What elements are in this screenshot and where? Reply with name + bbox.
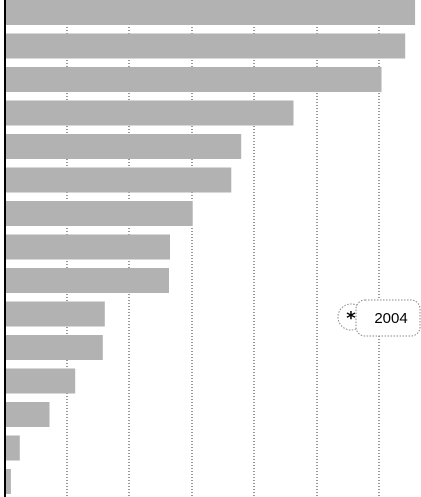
annotation-box	[355, 299, 421, 337]
bar-1	[5, 0, 416, 25]
bar-8	[5, 234, 170, 260]
bar-12	[5, 368, 76, 394]
bar-11	[5, 335, 103, 360]
asterisk-icon: *	[346, 308, 356, 329]
bar-5	[5, 134, 242, 159]
bar-4	[5, 100, 294, 126]
annotation-label: 2004	[374, 310, 407, 327]
bar-15	[5, 469, 11, 494]
bar-3	[5, 67, 382, 92]
bars	[5, 0, 416, 494]
bar-13	[5, 402, 50, 427]
grid-lines	[66, 0, 380, 497]
bar-10	[5, 301, 105, 327]
bar-2	[5, 33, 406, 59]
year-annotation[interactable]: * 2004	[337, 299, 421, 337]
bar-7	[5, 201, 193, 226]
bar-9	[5, 268, 169, 293]
bar-14	[5, 435, 20, 461]
bar-6	[5, 167, 232, 193]
